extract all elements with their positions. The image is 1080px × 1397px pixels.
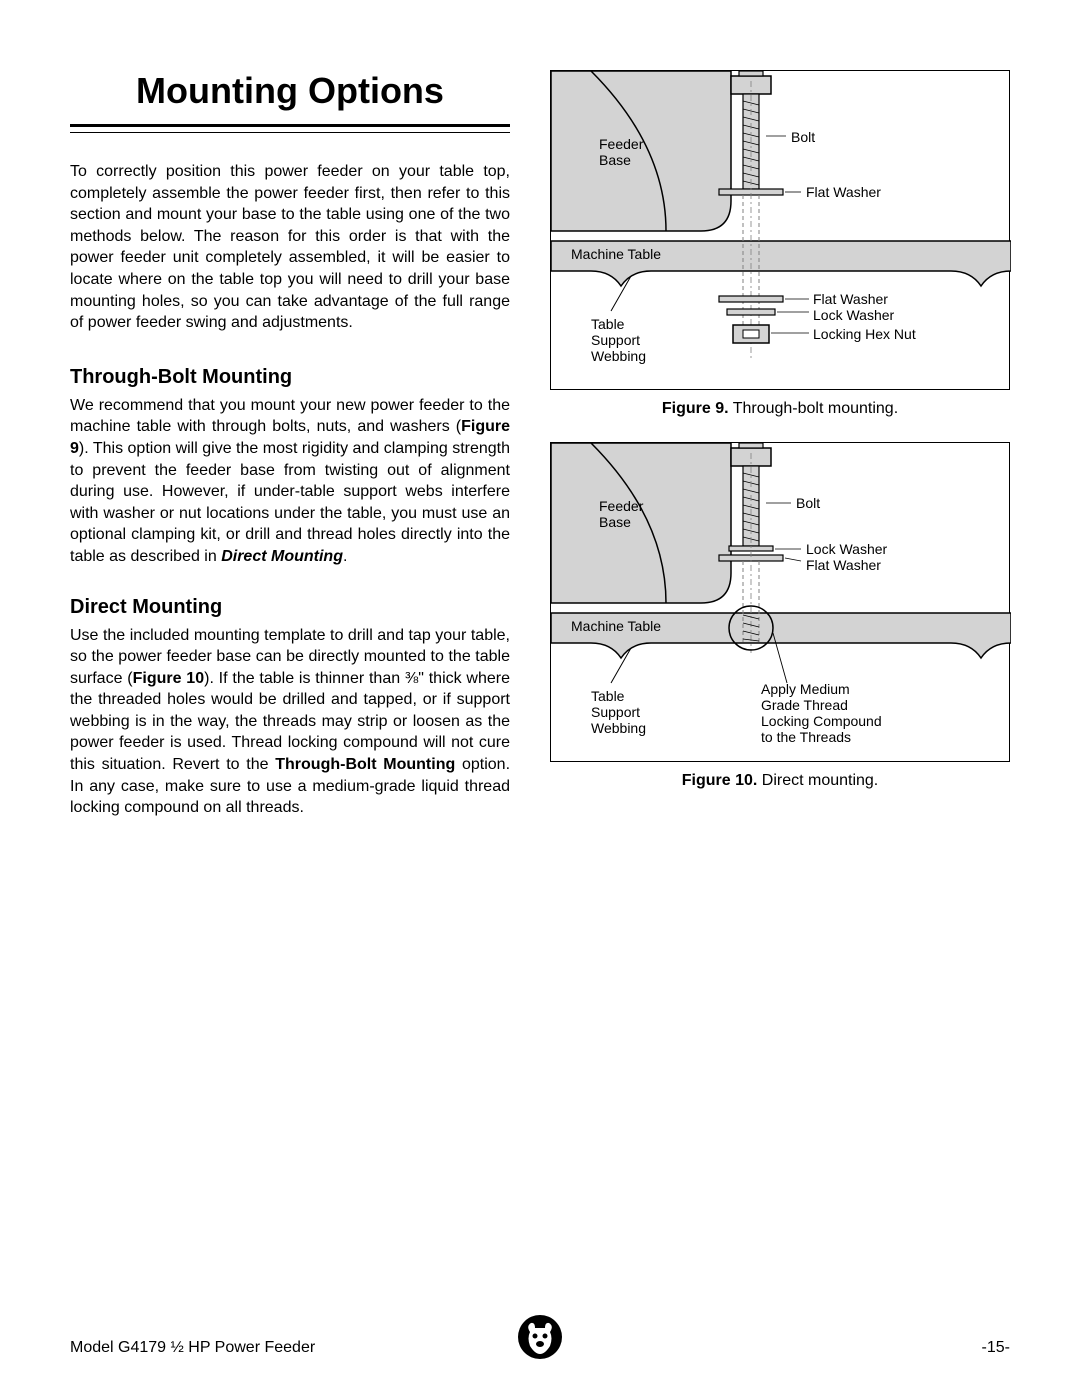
fig10-label-table-support: Table Support Webbing [591, 688, 646, 736]
right-column: Bolt Feeder Base Flat Washer Machine Tab… [550, 70, 1010, 847]
fig10-label-machine-table: Machine Table [571, 618, 661, 634]
figure10-box: Bolt Feeder Base Lock Washer Flat Washer… [550, 442, 1010, 762]
fig9-label-table-support: Table Support Webbing [591, 316, 646, 364]
fig10-caption-label: Figure 10. [682, 772, 758, 789]
fig9-label-flatwasher-bot: Flat Washer [813, 291, 888, 307]
footer-model: Model G4179 ½ HP Power Feeder [70, 1339, 315, 1357]
figure9-box: Bolt Feeder Base Flat Washer Machine Tab… [550, 70, 1010, 390]
fig10-label-bolt: Bolt [796, 495, 820, 511]
fig10-label-feeder-base: Feeder Base [599, 498, 643, 530]
fig10-label-lockwasher: Lock Washer [806, 541, 887, 557]
section1-body: We recommend that you mount your new pow… [70, 395, 510, 568]
fig9-label-hexnut: Locking Hex Nut [813, 326, 916, 342]
footer-page-number: -15- [982, 1339, 1010, 1357]
intro-paragraph: To correctly position this power feeder … [70, 161, 510, 334]
figure9-caption: Figure 9. Through-bolt mounting. [550, 400, 1010, 418]
fig9-caption-label: Figure 9. [662, 400, 729, 417]
title-underline [70, 132, 510, 133]
fig9-label-feeder-base: Feeder Base [599, 136, 643, 168]
page-content: Mounting Options To correctly position t… [0, 0, 1080, 887]
section1-pre: We recommend that you mount your new pow… [70, 397, 510, 436]
fig9-label-flatwasher-top: Flat Washer [806, 184, 881, 200]
section2-ref: Through-Bolt Mounting [275, 756, 455, 773]
section2-heading: Direct Mounting [70, 596, 510, 619]
fig10-label-flatwasher: Flat Washer [806, 557, 881, 573]
section1-heading: Through-Bolt Mounting [70, 366, 510, 389]
page-footer: Model G4179 ½ HP Power Feeder -15- [70, 1339, 1010, 1357]
section2-figref: Figure 10 [133, 670, 205, 687]
figure10-caption: Figure 10. Direct mounting. [550, 772, 1010, 790]
footer-logo-icon [517, 1314, 563, 1365]
fig9-label-machine-table: Machine Table [571, 246, 661, 262]
section1-ref: Direct Mounting [221, 548, 343, 565]
fig9-caption-text: Through-bolt mounting. [729, 400, 899, 417]
section1-mid: ). This option will give the most rigidi… [70, 440, 510, 565]
fig10-label-compound: Apply Medium Grade Thread Locking Compou… [761, 681, 882, 745]
section2-body: Use the included mounting template to dr… [70, 625, 510, 819]
left-column: Mounting Options To correctly position t… [70, 70, 510, 847]
fig10-caption-text: Direct mounting. [757, 772, 878, 789]
page-title: Mounting Options [70, 70, 510, 127]
fig9-label-lockwasher: Lock Washer [813, 307, 894, 323]
fig9-label-bolt: Bolt [791, 129, 815, 145]
section1-end: . [343, 548, 347, 565]
